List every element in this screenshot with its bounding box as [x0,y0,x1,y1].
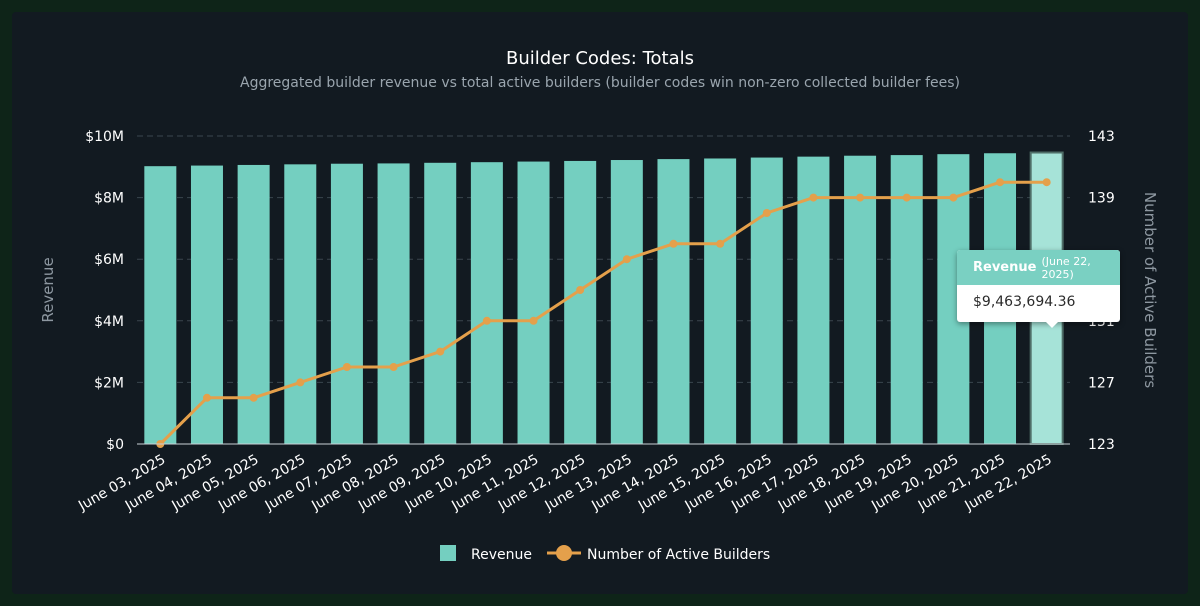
y-tick-label: $6M [94,252,124,268]
revenue-bar[interactable] [610,160,643,445]
active-builders-point[interactable] [529,316,538,325]
active-builders-point[interactable] [762,209,771,217]
revenue-bar[interactable] [470,162,503,444]
active-builders-point[interactable] [902,193,911,202]
revenue-bar[interactable] [237,164,270,444]
active-builders-point[interactable] [1042,178,1051,187]
y2-tick-label: 139 [1088,191,1115,207]
chart-title: Builder Codes: Totals [506,48,694,69]
active-builders-point[interactable] [576,286,585,294]
active-builders-point[interactable] [809,193,818,202]
y2-tick-label: 123 [1088,437,1115,453]
revenue-bar[interactable] [144,166,177,444]
tooltip-series-name: Revenue [973,260,1037,275]
legend: Revenue Number of Active Builders [440,545,770,563]
y-tick-label: $10M [85,129,124,145]
active-builders-point[interactable] [342,363,351,371]
y-tick-label: $2M [94,375,124,391]
active-builders-point[interactable] [249,393,258,402]
y2-axis-title: Number of Active Builders [1141,192,1159,388]
revenue-bar[interactable] [704,158,737,444]
revenue-bar[interactable] [284,164,317,444]
tooltip-value: $9,463,694.36 [973,294,1076,310]
y-tick-label: $8M [94,191,124,207]
active-builders-point[interactable] [202,393,211,402]
revenue-bar[interactable] [190,165,223,444]
revenue-bar[interactable] [844,155,877,444]
revenue-bar[interactable] [377,163,410,445]
active-builders-path [159,180,1047,446]
tooltip-date: (June 22, 2025) [1041,254,1091,281]
y-axis-title: Revenue [39,257,57,322]
revenue-bar[interactable] [424,162,457,444]
active-builders-point[interactable] [949,193,958,202]
revenue-bar[interactable] [890,155,923,444]
revenue-bar[interactable] [797,156,830,445]
active-builders-point[interactable] [669,239,678,248]
legend-builders-marker [556,545,572,561]
revenue-bar[interactable] [330,163,363,444]
revenue-bar[interactable] [517,161,550,444]
active-builders-point[interactable] [436,347,445,356]
y2-tick-label: 143 [1088,129,1115,145]
legend-revenue-swatch [440,545,456,561]
active-builders-point[interactable] [622,255,631,264]
active-builders-point[interactable] [856,193,865,202]
revenue-bar[interactable] [750,157,783,444]
y-tick-label: $4M [94,314,124,330]
legend-builders-label: Number of Active Builders [587,547,770,563]
revenue-tooltip: Revenue (June 22, 2025) $9,463,694.36 [957,250,1120,328]
active-builders-point[interactable] [716,239,725,248]
active-builders-point[interactable] [996,178,1005,187]
active-builders-line[interactable] [156,178,1051,448]
chart-subtitle: Aggregated builder revenue vs total acti… [240,75,960,91]
y2-tick-label: 127 [1088,375,1115,391]
active-builders-point[interactable] [296,378,305,387]
tooltip-arrow [1046,322,1058,328]
grid-lines [137,135,1070,383]
active-builders-point[interactable] [482,316,491,325]
active-builders-point[interactable] [389,363,398,371]
y-tick-label: $0 [106,437,124,453]
tooltip-header: Revenue (June 22, 2025) [957,250,1120,285]
revenue-bar[interactable] [564,160,597,444]
legend-revenue-label: Revenue [471,547,532,563]
revenue-bar[interactable] [657,159,690,444]
